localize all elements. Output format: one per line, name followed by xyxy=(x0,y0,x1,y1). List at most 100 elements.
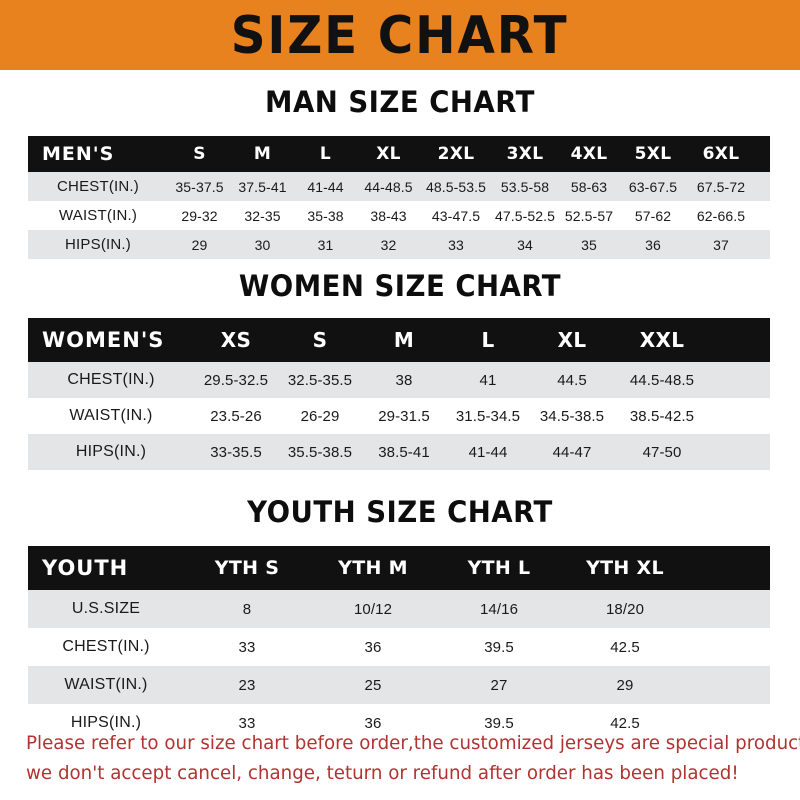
youth-row-label: WAIST(IN.) xyxy=(64,676,148,693)
section-title-man: MAN SIZE CHART xyxy=(265,85,535,119)
footer-line-1: Please refer to our size chart before or… xyxy=(26,732,800,754)
women-col-header: S xyxy=(312,328,328,352)
youth-cell: 8 xyxy=(242,600,252,618)
women-cell: 29-31.5 xyxy=(378,407,430,425)
men-row-label: HIPS(IN.) xyxy=(65,236,131,253)
men-cell: 37.5-41 xyxy=(238,178,287,195)
women-row-filler xyxy=(710,398,770,434)
women-cell: 33-35.5 xyxy=(210,443,262,461)
men-header-filler xyxy=(756,136,770,172)
youth-cell: 14/16 xyxy=(479,600,519,618)
men-row-filler xyxy=(756,172,770,201)
youth-col-header: YTH L xyxy=(467,557,531,579)
youth-cell: 42.5 xyxy=(610,714,640,732)
women-header-label: WOMEN'S xyxy=(42,328,165,352)
women-cell: 44-47 xyxy=(552,443,592,461)
section-title-youth: YOUTH SIZE CHART xyxy=(247,495,553,529)
women-col-header: XXL xyxy=(639,328,685,352)
women-cell: 44.5-48.5 xyxy=(629,371,695,389)
youth-cell: 10/12 xyxy=(353,600,393,618)
women-row-filler xyxy=(710,434,770,470)
youth-row-label: HIPS(IN.) xyxy=(70,714,142,731)
youth-cell: 25 xyxy=(364,676,382,694)
women-cell: 41 xyxy=(479,371,497,389)
women-table-header-row: WOMEN'S XS S M L XL XXL xyxy=(28,318,770,362)
men-row-label: WAIST(IN.) xyxy=(58,207,138,224)
youth-cell: 36 xyxy=(364,638,382,656)
men-cell: 35-37.5 xyxy=(175,178,224,195)
youth-row-filler xyxy=(688,666,770,704)
youth-row-label: CHEST(IN.) xyxy=(62,638,150,655)
youth-cell: 39.5 xyxy=(484,714,514,732)
women-row-filler xyxy=(710,362,770,398)
men-cell: 63-67.5 xyxy=(628,178,678,195)
men-col-header: 3XL xyxy=(506,144,544,164)
men-cell: 35 xyxy=(581,236,597,253)
youth-header-filler xyxy=(688,546,770,590)
men-cell: 57-62 xyxy=(634,207,672,224)
women-cell: 35.5-38.5 xyxy=(287,443,353,461)
men-row-label: CHEST(IN.) xyxy=(57,178,139,195)
men-col-header: 2XL xyxy=(437,144,475,164)
women-cell: 34.5-38.5 xyxy=(539,407,605,425)
men-col-header: 6XL xyxy=(702,144,740,164)
footer-disclaimer: Please refer to our size chart before or… xyxy=(26,728,800,788)
women-cell: 47-50 xyxy=(642,443,682,461)
men-cell: 62-66.5 xyxy=(696,207,746,224)
men-header-label: MEN'S xyxy=(42,143,115,165)
table-row: WAIST(IN.) 29-32 32-35 35-38 38-43 43-47… xyxy=(28,201,770,230)
men-cell: 36 xyxy=(645,236,661,253)
table-row: CHEST(IN.) 35-37.5 37.5-41 41-44 44-48.5… xyxy=(28,172,770,201)
men-cell: 29-32 xyxy=(181,207,218,224)
table-row: CHEST(IN.) 29.5-32.5 32.5-35.5 38 41 44.… xyxy=(28,362,770,398)
men-cell: 41-44 xyxy=(307,178,344,195)
men-cell: 67.5-72 xyxy=(696,178,746,195)
women-col-header: L xyxy=(481,328,495,352)
women-cell: 41-44 xyxy=(468,443,508,461)
youth-cell: 29 xyxy=(616,676,634,694)
men-size-table: MEN'S S M L XL 2XL 3XL 4XL 5XL 6XL CHEST… xyxy=(28,136,770,259)
men-cell: 30 xyxy=(254,236,271,253)
youth-header-label: YOUTH xyxy=(42,556,129,580)
women-col-header: XS xyxy=(220,328,252,352)
women-col-header: M xyxy=(393,328,415,352)
women-cell: 38.5-41 xyxy=(378,443,430,461)
men-cell: 44-48.5 xyxy=(364,178,413,195)
men-table-header-row: MEN'S S M L XL 2XL 3XL 4XL 5XL 6XL xyxy=(28,136,770,172)
youth-cell: 36 xyxy=(364,714,382,732)
youth-row-label: U.S.SIZE xyxy=(71,600,141,617)
women-cell: 44.5 xyxy=(557,371,587,389)
women-row-label: CHEST(IN.) xyxy=(67,371,155,388)
men-col-header: M xyxy=(253,144,272,164)
women-col-header: XL xyxy=(557,328,587,352)
women-cell: 31.5-34.5 xyxy=(455,407,521,425)
men-cell: 47.5-52.5 xyxy=(494,207,556,224)
table-row: WAIST(IN.) 23 25 27 29 xyxy=(28,666,770,704)
women-header-filler xyxy=(710,318,770,362)
table-row: WAIST(IN.) 23.5-26 26-29 29-31.5 31.5-34… xyxy=(28,398,770,434)
youth-row-filler xyxy=(688,628,770,666)
youth-col-header: YTH M xyxy=(338,557,408,579)
youth-cell: 33 xyxy=(238,714,256,732)
section-title-women: WOMEN SIZE CHART xyxy=(238,269,562,303)
table-row: HIPS(IN.) 29 30 31 32 33 34 35 36 37 xyxy=(28,230,770,259)
men-row-filler xyxy=(756,230,770,259)
men-col-header: S xyxy=(193,144,206,164)
youth-cell: 23 xyxy=(238,676,256,694)
men-col-header: 5XL xyxy=(634,144,672,164)
men-col-header: 4XL xyxy=(570,144,608,164)
youth-size-table: YOUTH YTH S YTH M YTH L YTH XL U.S.SIZE … xyxy=(28,546,770,742)
footer-line-2: we don't accept cancel, change, teturn o… xyxy=(26,762,739,784)
women-row-label: WAIST(IN.) xyxy=(69,407,153,424)
men-cell: 32-35 xyxy=(244,207,281,224)
women-cell: 29.5-32.5 xyxy=(203,371,269,389)
youth-table-header-row: YOUTH YTH S YTH M YTH L YTH XL xyxy=(28,546,770,590)
men-cell: 34 xyxy=(517,236,533,253)
men-cell: 38-43 xyxy=(370,207,407,224)
men-cell: 58-63 xyxy=(570,178,608,195)
men-row-filler xyxy=(756,201,770,230)
youth-cell: 27 xyxy=(490,676,508,694)
youth-cell: 39.5 xyxy=(484,638,514,656)
table-row: U.S.SIZE 8 10/12 14/16 18/20 xyxy=(28,590,770,628)
